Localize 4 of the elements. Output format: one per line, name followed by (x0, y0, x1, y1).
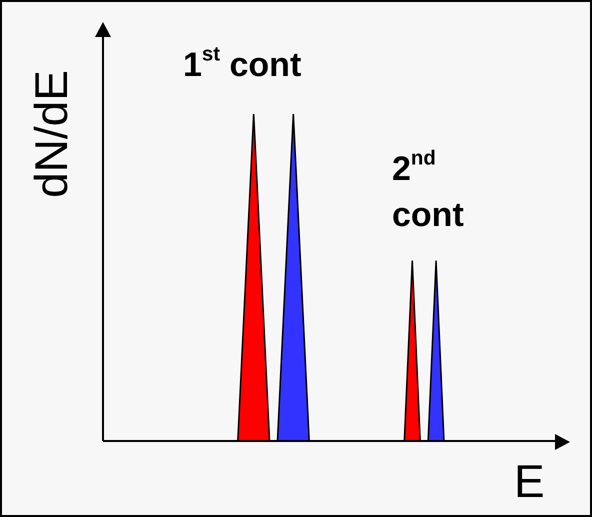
text: 1$^{st}$ cont (183, 42, 302, 86)
x-axis-title: E (514, 454, 545, 508)
text: 2$^{nd}$ cont (392, 148, 464, 234)
y-axis-title: dN/dE (24, 70, 78, 198)
